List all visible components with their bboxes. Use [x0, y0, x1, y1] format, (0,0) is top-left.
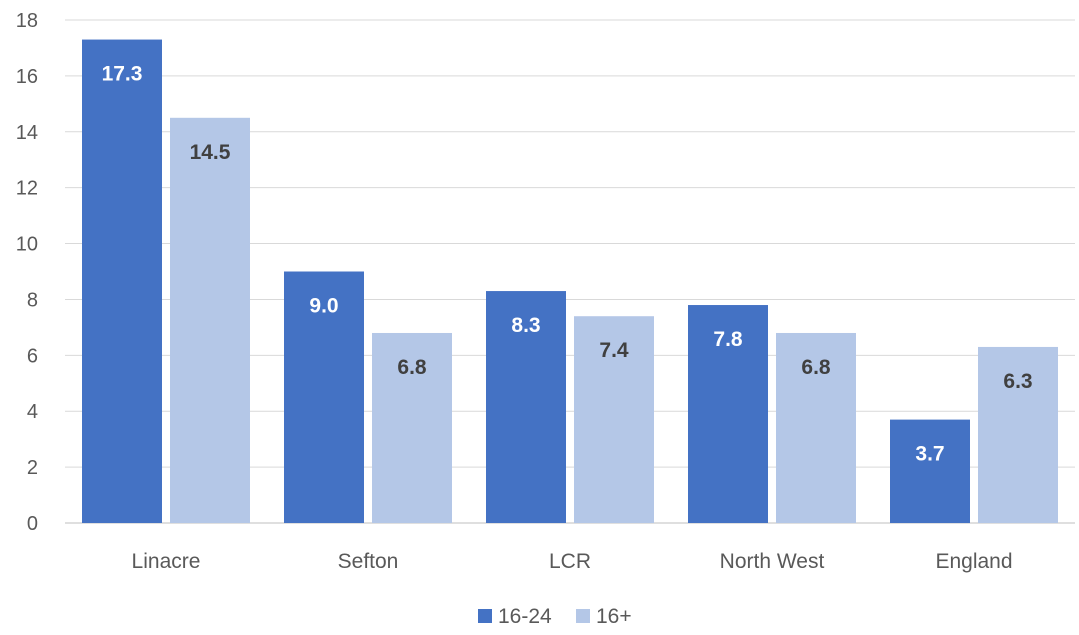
x-category-label: North West: [720, 550, 825, 573]
bar-16-24-lcr: [486, 291, 566, 523]
bar-16plus-north-west: [776, 332, 856, 523]
data-label: 14.5: [190, 141, 231, 164]
data-label: 7.4: [599, 339, 629, 362]
bar-16plus-lcr: [574, 316, 654, 523]
data-label: 7.8: [713, 328, 743, 351]
x-category-label: England: [935, 550, 1012, 573]
data-label: 3.7: [915, 443, 944, 466]
bar-16plus-sefton: [372, 332, 452, 523]
bar-16-24-linacre: [82, 39, 162, 524]
x-category-label: Sefton: [338, 550, 399, 573]
bar-16plus-england: [978, 346, 1058, 523]
bar-16-24-north-west: [688, 305, 768, 523]
x-category-label: LCR: [549, 550, 591, 573]
data-label: 6.8: [801, 356, 831, 379]
legend-label: 16+: [596, 605, 632, 628]
y-tick-label: 10: [16, 234, 38, 256]
data-label: 8.3: [511, 314, 540, 337]
legend-swatch: [478, 609, 492, 623]
bar-16plus-linacre: [170, 117, 250, 524]
data-label: 6.3: [1003, 370, 1032, 393]
data-label: 6.8: [397, 356, 427, 379]
legend-swatch: [576, 609, 590, 623]
y-tick-label: 6: [27, 345, 38, 367]
y-tick-label: 0: [27, 513, 38, 535]
y-tick-label: 18: [16, 10, 38, 32]
data-label: 9.0: [309, 295, 338, 318]
x-category-label: Linacre: [132, 550, 201, 573]
bar-16-24-england: [890, 419, 970, 523]
x-axis-categories: Linacre Sefton LCR North West England: [132, 550, 1013, 573]
data-labels: 17.3 14.5 9.0 6.8 8.3 7.4 7.8 6.8 3.7 6.3: [102, 63, 1033, 466]
bar-series: [82, 39, 1058, 524]
data-label: 17.3: [102, 63, 143, 86]
y-tick-label: 4: [27, 401, 38, 423]
y-tick-label: 14: [16, 122, 38, 144]
y-tick-label: 12: [16, 178, 38, 200]
y-tick-label: 8: [27, 289, 38, 311]
legend: 16-24 16+: [478, 605, 632, 628]
y-tick-label: 2: [27, 457, 38, 479]
legend-label: 16-24: [498, 605, 552, 628]
y-axis-ticks: 0 2 4 6 8 10 12 14 16 18: [16, 10, 38, 535]
bar-16-24-sefton: [284, 271, 364, 523]
y-tick-label: 16: [16, 66, 38, 88]
